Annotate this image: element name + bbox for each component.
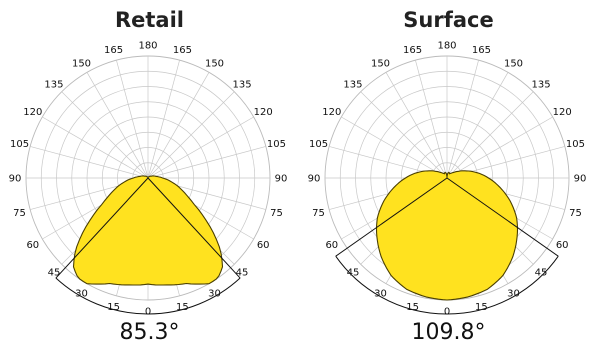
angle-tick-label: 0 <box>145 307 151 318</box>
beam-ray-right <box>446 177 559 257</box>
angle-tick-label: 45 <box>347 268 360 279</box>
angle-tick-label: 150 <box>371 58 390 69</box>
angle-tick-label: 135 <box>232 79 251 90</box>
grid-spoke <box>360 91 448 179</box>
angle-tick-label: 105 <box>267 139 286 150</box>
angle-tick-label: 60 <box>257 240 270 251</box>
angle-tick-label: 90 <box>308 174 321 185</box>
intensity-profile <box>375 170 519 301</box>
grid-spoke <box>446 60 479 179</box>
angle-tick-label: 165 <box>173 45 192 56</box>
angle-tick-label: 15 <box>107 302 120 313</box>
angle-tick-label: 165 <box>403 45 422 56</box>
beam-angle-surface: 109.8° <box>411 320 486 345</box>
angle-tick-label: 45 <box>48 268 61 279</box>
surface-panel: Surface 180 165 165 150 150 135 135 120 120 105 10… <box>299 0 598 350</box>
angle-tick-label: 15 <box>406 302 419 313</box>
angle-tick-label: 120 <box>322 107 341 118</box>
angle-tick-label: 75 <box>569 208 582 219</box>
grid-spoke <box>30 146 149 179</box>
angle-tick-label: 105 <box>10 139 29 150</box>
beam-ray-right <box>147 177 241 279</box>
grid-spoke <box>147 146 266 179</box>
grid-spoke <box>86 72 149 179</box>
beam-ray-left <box>335 177 448 257</box>
angle-tick-label: 30 <box>507 289 520 300</box>
angle-tick-label: 75 <box>13 208 26 219</box>
grid-spoke <box>446 116 553 179</box>
angle-tick-label: 180 <box>437 41 456 52</box>
chart-title-retail: Retail <box>114 8 185 32</box>
angle-tick-label: 90 <box>275 174 288 185</box>
retail-panel: Retail 180 165 165 150 150 135 135 120 120 105 105… <box>9 8 288 345</box>
angle-tick-label: 30 <box>208 289 221 300</box>
angle-tick-label: 120 <box>553 107 572 118</box>
grid-spoke <box>385 72 448 179</box>
beam-ray-left <box>55 177 149 279</box>
angle-tick-label: 120 <box>254 107 273 118</box>
angle-tick-label: 135 <box>343 79 362 90</box>
grid-spoke <box>61 91 149 179</box>
angle-tick-label: 0 <box>444 307 450 318</box>
angle-tick-label: 135 <box>44 79 63 90</box>
angle-tick-label: 75 <box>312 208 325 219</box>
angle-tick-label: 150 <box>72 58 91 69</box>
beam-angle-retail: 85.3° <box>119 320 180 345</box>
grid-spoke <box>446 91 534 179</box>
angle-tick-label: 30 <box>75 289 88 300</box>
angle-tick-label: 45 <box>236 268 249 279</box>
angle-tick-label: 105 <box>566 139 585 150</box>
grid-spoke <box>147 72 210 179</box>
grid-spoke <box>446 72 509 179</box>
angle-tick-label: 15 <box>176 302 189 313</box>
beam-arc <box>335 255 559 315</box>
grid-spoke <box>147 91 235 179</box>
grid-spoke <box>147 60 180 179</box>
grid-spoke <box>415 60 448 179</box>
angle-tick-label: 165 <box>104 45 123 56</box>
angle-tick-label: 75 <box>270 208 283 219</box>
angle-tick-label: 60 <box>26 240 39 251</box>
angle-tick-label: 180 <box>138 41 157 52</box>
angle-tick-label: 30 <box>374 289 387 300</box>
angle-tick-label: 150 <box>504 58 523 69</box>
angle-tick-label: 60 <box>325 240 338 251</box>
angle-tick-label: 150 <box>205 58 224 69</box>
angle-tick-label: 90 <box>9 174 22 185</box>
angle-tick-label: 105 <box>309 139 328 150</box>
angle-tick-label: 135 <box>531 79 550 90</box>
angle-tick-label: 165 <box>472 45 491 56</box>
angle-tick-label: 120 <box>23 107 42 118</box>
angle-tick-label: 45 <box>535 268 548 279</box>
beam-arc <box>55 277 241 315</box>
angle-tick-label: 90 <box>574 174 587 185</box>
angle-tick-label: 60 <box>556 240 569 251</box>
grid-spoke <box>147 116 254 179</box>
grid-spoke <box>42 116 149 179</box>
chart-title-surface: Surface <box>403 8 494 32</box>
grid-spoke <box>116 60 149 179</box>
angle-tick-label: 15 <box>475 302 488 313</box>
grid-spoke <box>341 116 448 179</box>
